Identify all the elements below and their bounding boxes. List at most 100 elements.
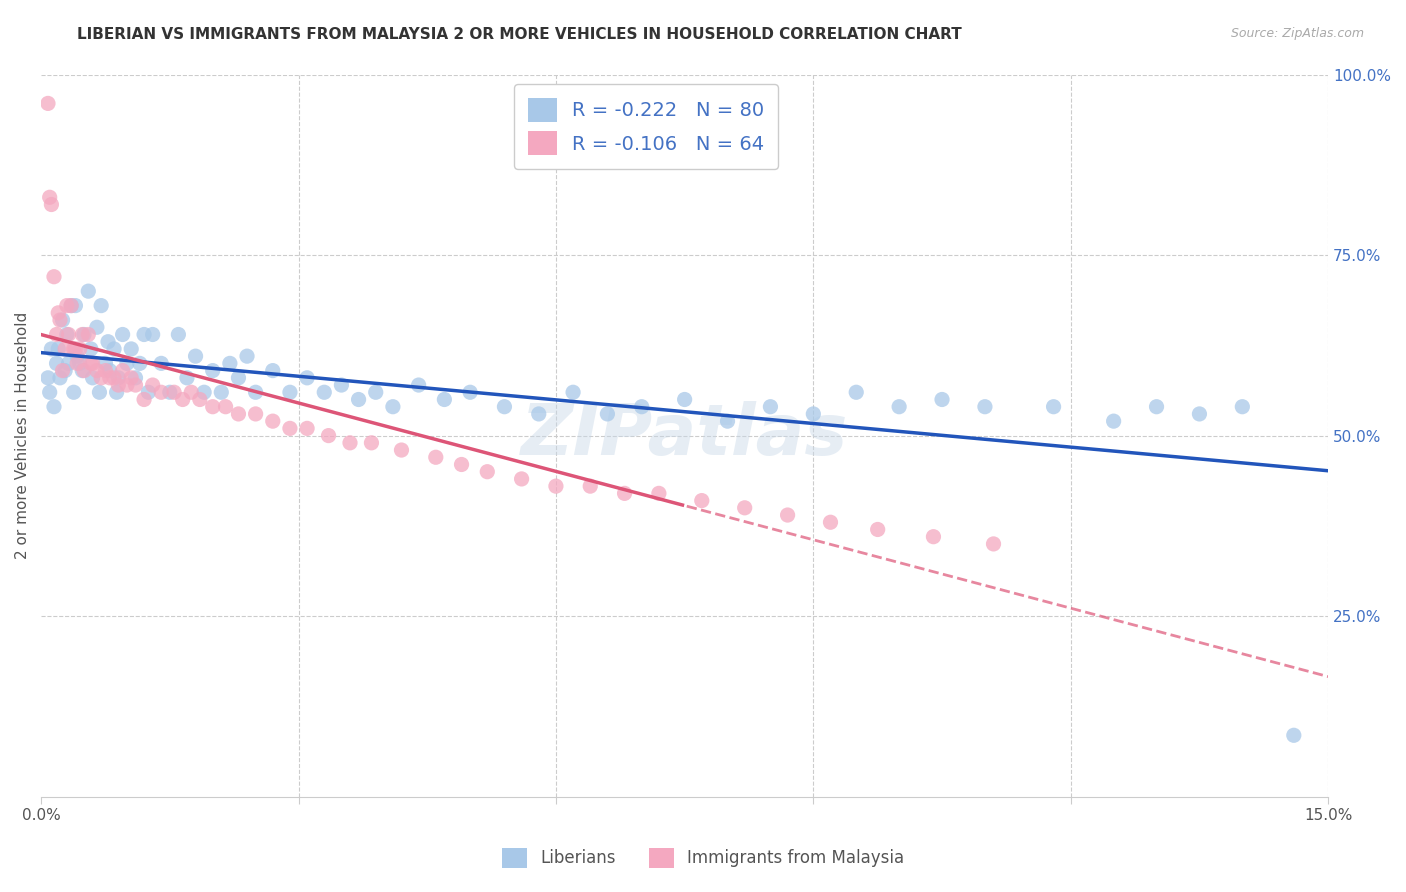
Point — [922, 530, 945, 544]
Point — [77, 284, 100, 298]
Point — [46, 342, 69, 356]
Legend: Liberians, Immigrants from Malaysia: Liberians, Immigrants from Malaysia — [495, 841, 911, 875]
Point — [111, 327, 134, 342]
Point — [318, 428, 340, 442]
Point — [228, 407, 250, 421]
Point — [37, 371, 59, 385]
Point — [97, 334, 120, 349]
Point — [38, 190, 60, 204]
Point — [58, 327, 80, 342]
Point — [90, 371, 112, 385]
Point — [214, 400, 236, 414]
Point — [107, 371, 129, 385]
Point — [142, 378, 165, 392]
Point — [167, 327, 190, 342]
Point — [42, 400, 65, 414]
Point — [716, 414, 738, 428]
Point — [391, 443, 413, 458]
Point — [801, 407, 824, 421]
Point — [458, 385, 481, 400]
Point — [38, 385, 60, 400]
Point — [887, 400, 910, 414]
Point — [218, 356, 240, 370]
Point — [494, 400, 516, 414]
Point — [278, 385, 301, 400]
Point — [62, 385, 84, 400]
Point — [201, 363, 224, 377]
Point — [82, 356, 104, 370]
Point — [820, 515, 842, 529]
Point — [295, 371, 318, 385]
Point — [94, 356, 117, 370]
Point — [73, 327, 96, 342]
Point — [295, 421, 318, 435]
Point — [1146, 400, 1168, 414]
Point — [73, 363, 96, 377]
Point — [60, 299, 83, 313]
Point — [103, 371, 125, 385]
Point — [69, 342, 91, 356]
Point — [172, 392, 194, 407]
Point — [1102, 414, 1125, 428]
Point — [86, 320, 108, 334]
Text: ZIPatlas: ZIPatlas — [522, 401, 848, 470]
Point — [65, 299, 87, 313]
Point — [107, 378, 129, 392]
Point — [90, 299, 112, 313]
Text: LIBERIAN VS IMMIGRANTS FROM MALAYSIA 2 OR MORE VEHICLES IN HOUSEHOLD CORRELATION: LIBERIAN VS IMMIGRANTS FROM MALAYSIA 2 O… — [77, 27, 962, 42]
Point — [228, 371, 250, 385]
Point — [236, 349, 259, 363]
Point — [124, 378, 146, 392]
Point — [94, 363, 117, 377]
Point — [80, 342, 103, 356]
Point — [163, 385, 186, 400]
Point — [690, 493, 713, 508]
Point — [72, 363, 94, 377]
Point — [82, 371, 104, 385]
Point — [46, 306, 69, 320]
Point — [262, 414, 284, 428]
Legend: R = -0.222   N = 80, R = -0.106   N = 64: R = -0.222 N = 80, R = -0.106 N = 64 — [515, 84, 778, 169]
Point — [159, 385, 181, 400]
Point — [188, 392, 211, 407]
Point — [132, 327, 155, 342]
Point — [53, 363, 76, 377]
Point — [56, 327, 79, 342]
Text: Source: ZipAtlas.com: Source: ZipAtlas.com — [1230, 27, 1364, 40]
Point — [58, 356, 80, 370]
Point — [72, 327, 94, 342]
Point — [150, 356, 173, 370]
Point — [132, 392, 155, 407]
Point — [42, 269, 65, 284]
Point — [138, 385, 160, 400]
Point — [51, 363, 73, 377]
Point — [544, 479, 567, 493]
Point — [425, 450, 447, 465]
Point — [66, 356, 89, 370]
Point — [1282, 728, 1305, 742]
Point — [69, 356, 91, 370]
Point — [381, 400, 404, 414]
Point — [1188, 407, 1211, 421]
Point — [579, 479, 602, 493]
Point — [184, 349, 207, 363]
Point — [360, 435, 382, 450]
Point — [80, 356, 103, 370]
Point — [45, 356, 67, 370]
Point — [209, 385, 232, 400]
Point — [103, 342, 125, 356]
Point — [477, 465, 499, 479]
Point — [111, 363, 134, 377]
Point — [115, 378, 138, 392]
Point — [931, 392, 953, 407]
Point — [37, 96, 59, 111]
Point — [974, 400, 997, 414]
Point — [527, 407, 550, 421]
Point — [89, 385, 111, 400]
Point — [1042, 400, 1064, 414]
Point — [142, 327, 165, 342]
Point — [347, 392, 370, 407]
Point — [510, 472, 533, 486]
Point — [866, 523, 889, 537]
Point — [98, 371, 121, 385]
